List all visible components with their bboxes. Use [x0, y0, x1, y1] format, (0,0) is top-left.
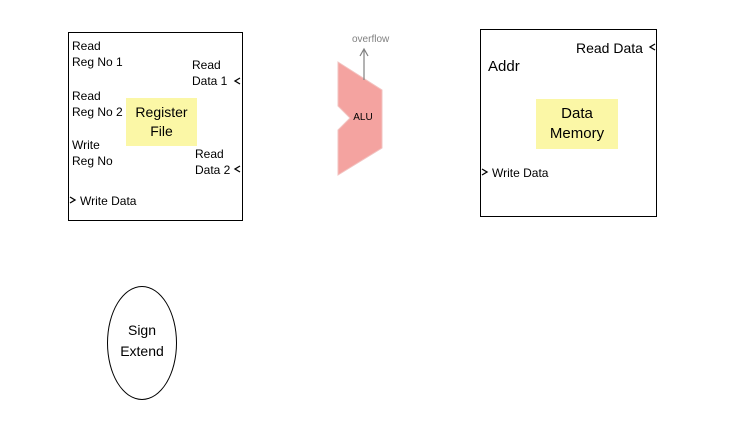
- memory-write-data-port-icon: [481, 168, 489, 176]
- overflow-label: overflow: [352, 34, 390, 45]
- read-data-1-label: Read Data 1: [192, 58, 228, 88]
- overflow-arrowhead: [359, 47, 369, 57]
- read-data-2-port-icon: [233, 165, 241, 173]
- sign-extend: [107, 286, 177, 400]
- memory-read-data-label: Read Data: [576, 40, 643, 56]
- alu-shape: [337, 61, 383, 176]
- write-reg-label: Write Reg No: [72, 138, 113, 168]
- data-memory-title: Data Memory: [536, 99, 618, 149]
- register-write-data-port-icon: [69, 196, 77, 204]
- alu-label: ALU: [353, 112, 373, 123]
- read-reg-2-label: Read Reg No 2: [72, 89, 123, 119]
- addr-label: Addr: [488, 58, 520, 75]
- register-write-data-label: Write Data: [80, 194, 137, 208]
- read-reg-1-label: Read Reg No 1: [72, 39, 123, 69]
- sign-extend-label: Sign Extend: [120, 322, 164, 359]
- read-data-1-port-icon: [233, 77, 241, 85]
- register-file-title: Register File: [126, 98, 197, 146]
- memory-write-data-label: Write Data: [492, 166, 549, 180]
- memory-read-data-port-icon: [648, 43, 656, 51]
- read-data-2-label: Read Data 2: [195, 147, 231, 177]
